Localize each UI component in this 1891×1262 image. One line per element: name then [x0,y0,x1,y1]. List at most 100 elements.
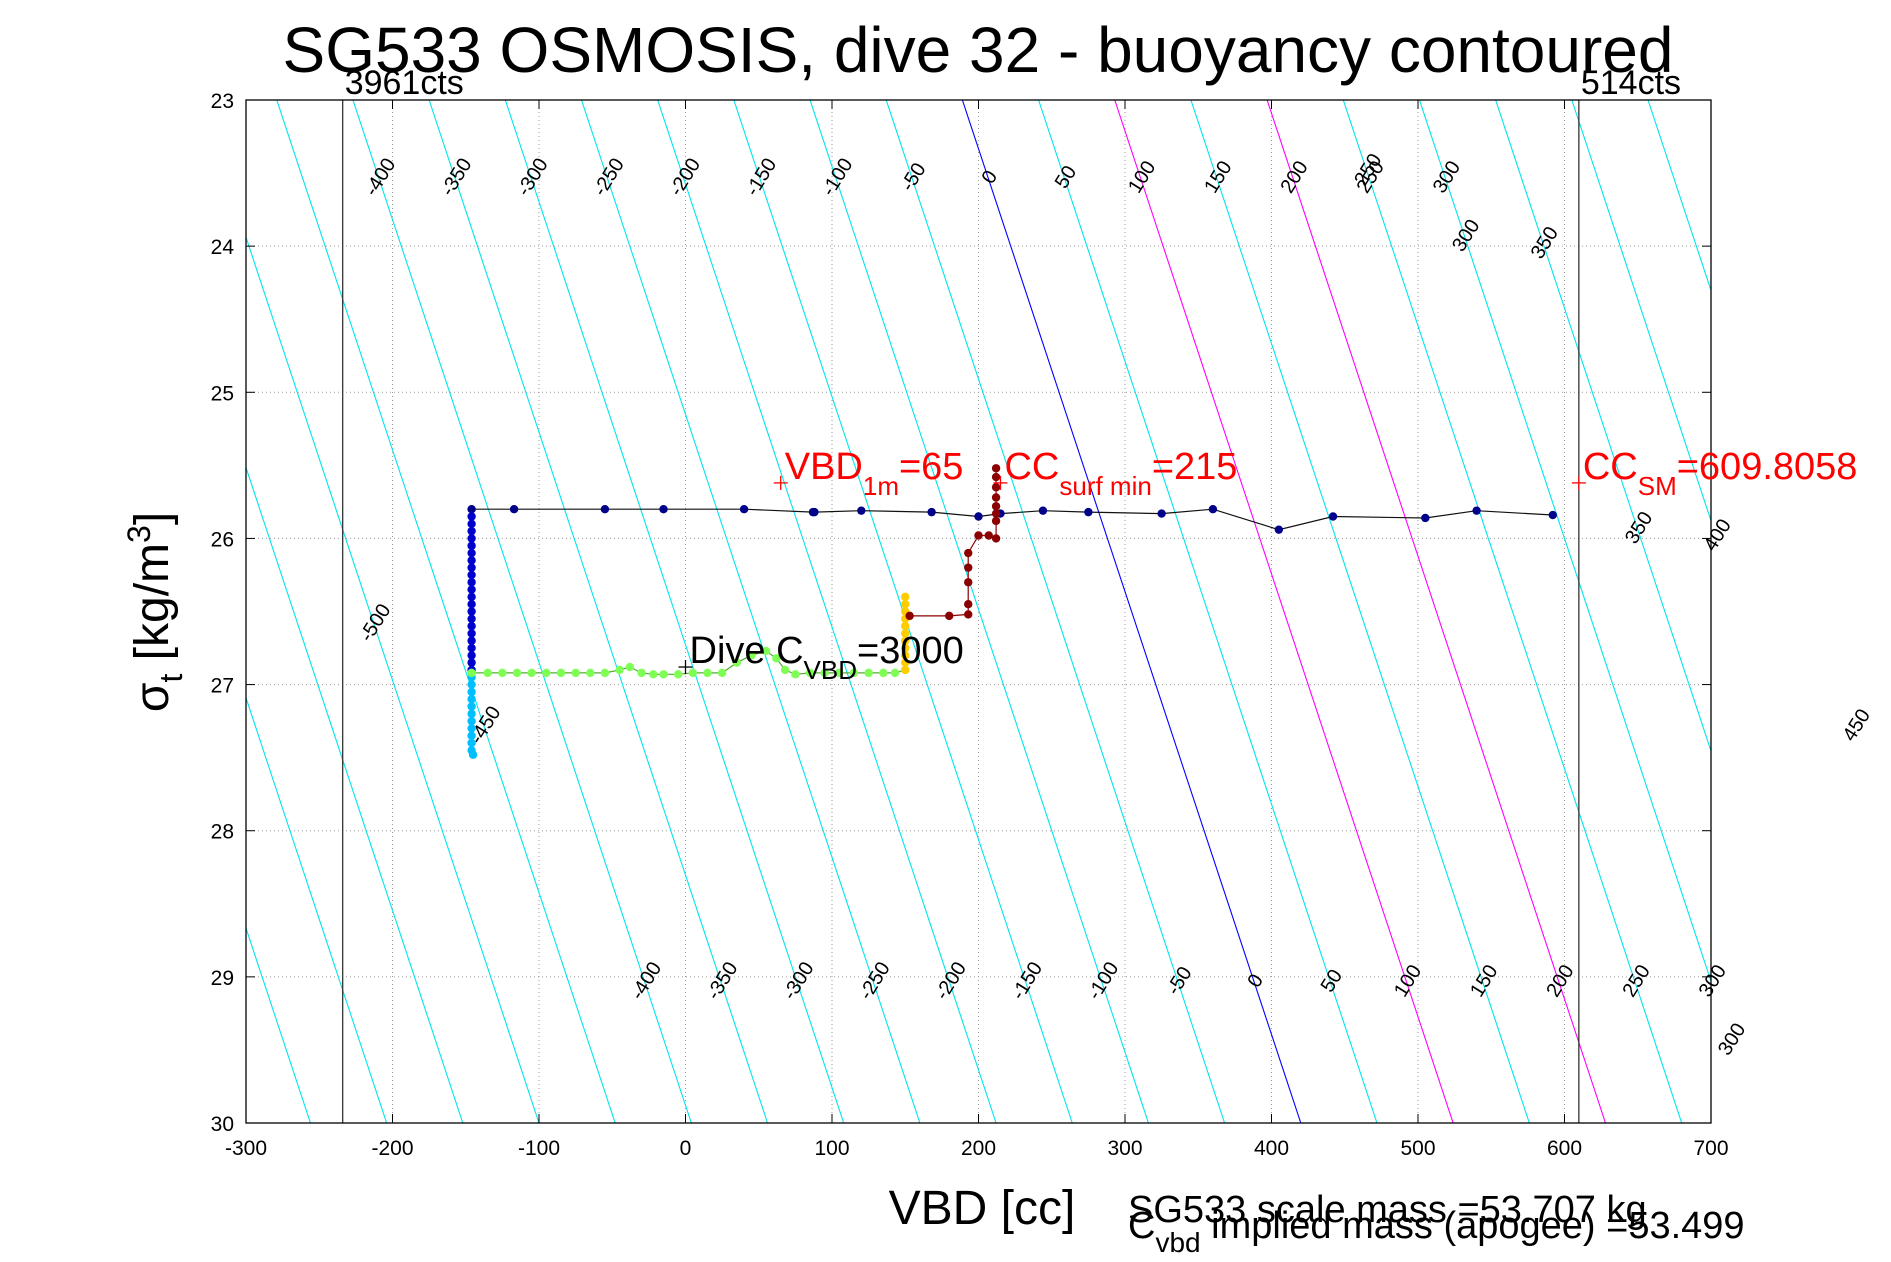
data-point [512,668,522,678]
contour-line [1266,100,1607,1123]
data-point [810,507,819,517]
series-line [471,508,1553,531]
data-point [964,599,973,609]
data-point [483,668,492,678]
data-point [467,651,476,660]
data-point [468,750,478,759]
data-point [467,534,476,543]
vbd-limit-label: 3961cts [345,64,464,102]
contour-line [1190,100,1530,1123]
data-point [901,629,910,638]
data-point [901,636,910,645]
data-point [761,646,771,656]
x-tick-label: 500 [1400,1137,1435,1160]
y-axis-label: σt [kg/m3] [121,512,189,712]
data-point [739,505,749,514]
contour-label: -150 [1007,958,1047,1004]
y-tick-label: 29 [211,967,234,990]
data-point [467,599,476,609]
contour-label: 300 [1714,1019,1750,1059]
x-tick-label: 100 [814,1137,849,1160]
data-point [637,668,646,678]
contour-line [0,100,234,1123]
contour-label: -350 [437,154,477,200]
y-axis-ticks: 23 24 25 26 27 28 29 30 [211,90,1711,1136]
data-point [901,665,910,675]
contour-label: -400 [626,958,666,1004]
contour-line [246,926,311,1123]
contour-label: 100 [1390,961,1426,1001]
data-point [615,665,624,675]
data-point [991,534,1001,543]
data-point [467,643,476,653]
data-point [467,694,476,704]
contour-label: -500 [356,600,396,646]
y-tick-label: 30 [211,1113,234,1136]
contour-label: 50 [1317,966,1347,997]
y-tick-label: 23 [211,90,234,113]
contour-line [1114,100,1454,1123]
contour-line [1342,100,1683,1123]
data-point [625,662,635,672]
contour-label: -250 [589,154,629,200]
contour-label: 100 [1124,157,1160,197]
contour-line [657,100,997,1123]
data-point [467,556,476,565]
data-point [586,668,595,678]
data-point [556,668,566,678]
svg-text:σt [kg/m3]: σt [kg/m3] [121,512,189,712]
data-point [991,502,1001,511]
contour-line [1877,100,1891,1123]
data-point [467,680,476,689]
data-point [780,665,790,675]
y-tick-label: 25 [211,382,234,405]
data-point [467,658,476,667]
data-point [659,670,668,679]
data-point [467,563,476,572]
marker-label: VBD1m=65 [785,446,964,501]
data-point [901,599,910,609]
contour-label: -300 [779,958,819,1004]
contour-line [504,100,845,1123]
data-point [1208,505,1218,514]
contour-line [246,235,540,1123]
data-point [688,668,698,678]
contour-label: -200 [931,958,971,1004]
data-point [945,611,954,621]
data-point [964,548,973,558]
contour-line [352,100,692,1123]
contour-label: 300 [1695,961,1731,1001]
data-point [467,526,476,536]
data-point [901,658,910,667]
data-point [467,621,476,631]
contour-line [1647,100,1711,293]
data-point [927,507,936,517]
data-point [467,636,476,645]
contour-line [276,100,616,1123]
contour-line [428,100,769,1123]
contour-line [1418,100,1711,984]
contour-line [1038,100,1378,1123]
contour-label: -250 [855,958,895,1004]
data-point [1157,509,1166,518]
contour-label: 150 [1466,961,1502,1001]
data-point [820,668,829,678]
buoyancy-contours [0,100,1891,1123]
data-point [467,702,476,711]
data-point [467,548,476,558]
data-point [964,563,973,572]
data-point [732,658,741,667]
data-point [509,505,519,514]
x-tick-label: 0 [680,1137,692,1160]
data-point [717,668,727,678]
data-point [467,505,476,514]
data-point [467,687,476,697]
contour-label: -300 [513,154,553,200]
marker-label: CCsurf min=215 [1004,446,1237,501]
data-point [1548,510,1557,520]
contour-line [0,100,6,1123]
data-point [467,592,476,602]
contour-line [246,696,388,1123]
y-tick-label: 27 [211,675,234,698]
contour-label: -50 [897,159,931,195]
